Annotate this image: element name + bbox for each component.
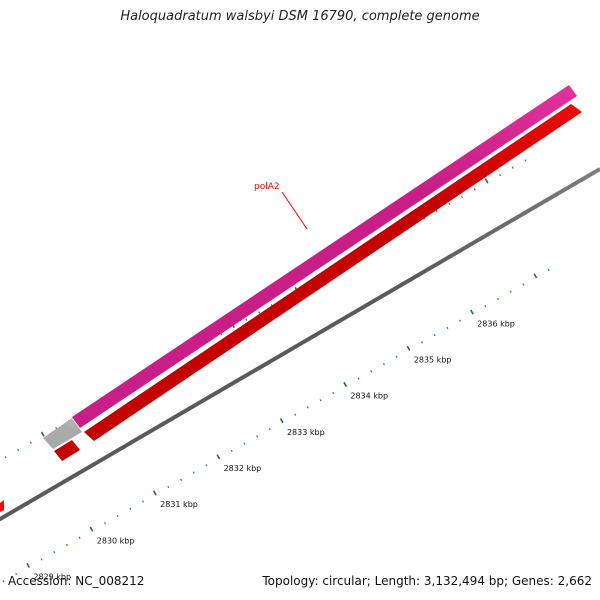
scale-tick-label: 2832 kbp: [224, 464, 262, 473]
inner-major-tick: [152, 490, 157, 496]
forward-cds-pola2[interactable]: [72, 85, 577, 428]
inner-minor-tick: [522, 283, 525, 286]
outer-minor-tick: [499, 173, 502, 177]
inner-minor-tick: [306, 406, 309, 409]
inner-minor-tick: [15, 572, 18, 576]
outer-minor-tick: [448, 202, 451, 206]
outer-minor-tick: [258, 311, 261, 314]
inner-minor-tick: [497, 297, 500, 301]
inner-minor-tick: [433, 333, 436, 337]
reverse-cds-large: [84, 104, 582, 441]
inner-minor-tick: [268, 428, 271, 431]
outer-minor-tick: [460, 195, 464, 198]
outer-minor-tick: [29, 441, 32, 444]
inner-minor-tick: [256, 435, 259, 438]
outer-minor-tick: [4, 455, 7, 459]
scale-tick-label: 2835 kbp: [414, 355, 452, 364]
inner-minor-tick: [141, 500, 145, 503]
inner-major-tick: [406, 345, 411, 351]
inner-minor-tick: [65, 543, 68, 547]
inner-minor-tick: [458, 319, 462, 322]
inner-minor-tick: [78, 536, 81, 539]
inner-minor-tick: [230, 449, 233, 453]
inner-minor-tick: [509, 290, 512, 293]
scale-tick-label: 2836 kbp: [477, 319, 515, 328]
inner-minor-tick: [370, 370, 373, 373]
inner-minor-tick: [53, 551, 56, 554]
inner-major-tick: [533, 273, 538, 279]
inner-minor-tick: [192, 471, 195, 474]
inner-minor-tick: [357, 377, 360, 380]
map-title: Haloquadratum walsbyi DSM 16790, complet…: [120, 9, 480, 24]
genome-summary-text: Topology: circular; Length: 3,132,494 bp…: [262, 574, 592, 588]
genome-backbone: [0, 167, 600, 522]
inner-minor-tick: [40, 558, 43, 561]
outer-minor-tick: [245, 318, 248, 321]
inner-minor-tick: [420, 341, 423, 344]
reverse-cds-small: [54, 440, 80, 461]
inner-minor-tick: [116, 514, 119, 518]
inner-minor-tick: [103, 522, 106, 525]
inner-major-tick: [343, 381, 348, 388]
reverse-cds-edge: [0, 500, 4, 512]
inner-minor-tick: [205, 464, 208, 467]
scale-tick-label: 2830 kbp: [97, 536, 135, 545]
inner-minor-tick: [446, 326, 449, 330]
inner-minor-tick: [332, 391, 335, 395]
inner-major-tick: [279, 418, 284, 424]
scale-tick-label: 2829 kbp: [33, 573, 71, 582]
outer-minor-tick: [511, 166, 514, 169]
outer-minor-tick: [435, 209, 438, 213]
pola2-leader-line: [281, 191, 308, 230]
inner-minor-tick: [382, 362, 385, 366]
scale-tick-label: 2834 kbp: [350, 392, 388, 401]
inner-major-tick: [216, 454, 221, 460]
outer-major-tick: [484, 178, 489, 184]
scale-tick-label: 2833 kbp: [287, 428, 325, 437]
inner-minor-tick: [547, 268, 550, 272]
accession-text: Accession: NC_008212: [8, 574, 145, 588]
inner-minor-tick: [167, 485, 170, 489]
outer-minor-tick: [17, 448, 20, 452]
inner-minor-tick: [2, 579, 5, 583]
inner-major-tick: [470, 309, 474, 315]
other-feature-grey: [43, 418, 82, 449]
inner-minor-tick: [395, 355, 398, 358]
inner-minor-tick: [484, 305, 487, 308]
pola2-label[interactable]: polA2: [254, 182, 280, 192]
inner-major-tick: [26, 562, 31, 568]
inner-minor-tick: [319, 399, 322, 402]
inner-major-tick: [89, 526, 94, 532]
scale-tick-label: 2831 kbp: [160, 500, 198, 509]
inner-minor-tick: [243, 442, 246, 445]
inner-tick-ring: 2829 kbp 2830 kbp 2831 kbp 2832 kbp 2833 kbp…: [2, 268, 550, 583]
outer-minor-tick: [473, 188, 476, 191]
inner-minor-tick: [180, 478, 183, 481]
outer-minor-tick: [524, 159, 527, 162]
outer-major-tick: [40, 431, 45, 437]
inner-minor-tick: [129, 507, 132, 510]
inner-minor-tick: [294, 413, 297, 416]
